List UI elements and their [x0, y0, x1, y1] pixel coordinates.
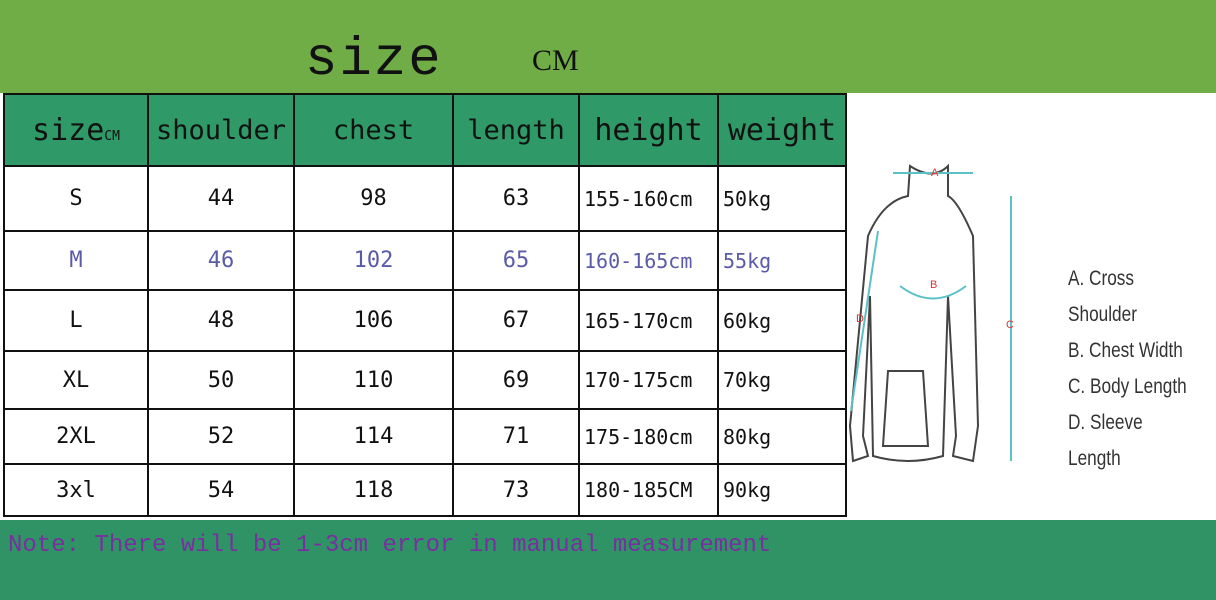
table-cell-chest: 102 [293, 230, 454, 291]
table-cell-weight: 55kg [717, 230, 847, 291]
table-cell-weight: 90kg [717, 463, 847, 517]
table-cell-height: 180-185CM [578, 463, 719, 517]
header-length: length [452, 93, 580, 167]
table-cell-length: 67 [452, 289, 580, 352]
table-cell-chest: 114 [293, 408, 454, 465]
table-row: L 48 106 67 165-170cm 60kg [3, 289, 847, 352]
table-cell-length: 69 [452, 350, 580, 410]
table-cell-weight: 80kg [717, 408, 847, 465]
table-cell-height: 170-175cm [578, 350, 719, 410]
table-cell-height: 175-180cm [578, 408, 719, 465]
header-shoulder: shoulder [147, 93, 295, 167]
top-banner: size CM [0, 0, 1216, 93]
table-cell-shoulder: 50 [147, 350, 295, 410]
table-cell-weight: 60kg [717, 289, 847, 352]
measurement-legend: A. Cross Shoulder B. Chest Width C. Body… [1068, 261, 1189, 477]
header-size: sizeCM [3, 93, 149, 167]
legend-item: B. Chest Width [1068, 339, 1183, 362]
svg-text:B: B [930, 279, 937, 291]
page-title: size [305, 30, 443, 91]
table-cell-weight: 70kg [717, 350, 847, 410]
table-cell-length: 63 [452, 165, 580, 232]
header-weight: weight [717, 93, 847, 167]
table-cell-height: 165-170cm [578, 289, 719, 352]
table-cell-size: 3xl [3, 463, 149, 517]
table-row: M 46 102 65 160-165cm 55kg [3, 230, 847, 291]
table-cell-length: 71 [452, 408, 580, 465]
table-cell-size: XL [3, 350, 149, 410]
header-chest: chest [293, 93, 454, 167]
table-cell-chest: 98 [293, 165, 454, 232]
table-cell-length: 65 [452, 230, 580, 291]
svg-text:C: C [1006, 319, 1014, 331]
table-cell-shoulder: 54 [147, 463, 295, 517]
table-cell-chest: 118 [293, 463, 454, 517]
table-cell-length: 73 [452, 463, 580, 517]
table-row: S 44 98 63 155-160cm 50kg [3, 165, 847, 232]
svg-text:D: D [856, 313, 864, 325]
hoodie-icon: A B C D [848, 163, 1014, 463]
table-cell-weight: 50kg [717, 165, 847, 232]
measurement-diagram: A B C D A. Cross Shoulder B. Chest Width… [848, 96, 1216, 520]
table-cell-shoulder: 46 [147, 230, 295, 291]
size-table: sizeCM shoulder chest length height weig… [3, 93, 847, 517]
table-cell-shoulder: 44 [147, 165, 295, 232]
table-cell-size: S [3, 165, 149, 232]
table-row: XL 50 110 69 170-175cm 70kg [3, 350, 847, 410]
table-cell-height: 160-165cm [578, 230, 719, 291]
table-cell-size: M [3, 230, 149, 291]
bottom-banner [0, 520, 1216, 600]
table-cell-size: 2XL [3, 408, 149, 465]
legend-item: A. Cross Shoulder [1068, 267, 1137, 326]
table-cell-chest: 110 [293, 350, 454, 410]
table-row: 2XL 52 114 71 175-180cm 80kg [3, 408, 847, 465]
table-cell-shoulder: 48 [147, 289, 295, 352]
table-cell-shoulder: 52 [147, 408, 295, 465]
header-row: sizeCM shoulder chest length height weig… [3, 93, 847, 167]
measurement-note: Note: There will be 1-3cm error in manua… [8, 532, 772, 559]
table-cell-chest: 106 [293, 289, 454, 352]
table-row: 3xl 54 118 73 180-185CM 90kg [3, 463, 847, 517]
legend-item: C. Body Length [1068, 375, 1187, 398]
legend-item: D. Sleeve Length [1068, 411, 1143, 470]
unit-label: CM [532, 44, 579, 77]
table-cell-height: 155-160cm [578, 165, 719, 232]
table-cell-size: L [3, 289, 149, 352]
header-height: height [578, 93, 719, 167]
svg-text:A: A [931, 167, 939, 179]
